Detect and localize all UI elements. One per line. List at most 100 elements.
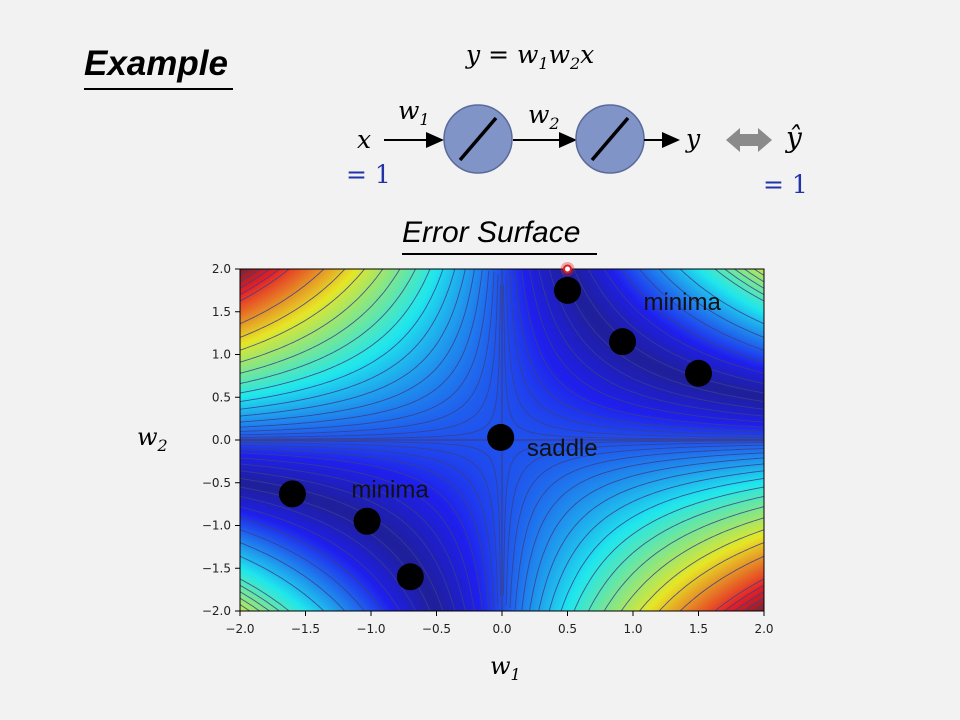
contour-line (240, 269, 366, 351)
contour-line (753, 604, 764, 611)
annotation-label: saddle (527, 435, 598, 462)
contour-line (240, 542, 346, 611)
contour-line (240, 269, 401, 374)
y-tick-label: 1.5 (212, 305, 231, 319)
contour-line (753, 269, 764, 276)
y-tick-label: −0.5 (202, 476, 231, 490)
contour-line (538, 269, 764, 417)
contour-line (240, 270, 483, 428)
contour-line (240, 269, 325, 325)
contour-line (240, 591, 271, 611)
x-axis-label: w1 (490, 652, 521, 684)
contour-line (587, 269, 764, 385)
contour-line (505, 274, 764, 438)
contour-line (714, 269, 764, 302)
contour-line (538, 463, 764, 611)
weight1-label: w1 (398, 96, 430, 129)
contour-line (603, 506, 764, 611)
contour-line (240, 269, 251, 276)
contour-line (240, 604, 251, 611)
x-axis-label-sub: 1 (510, 664, 521, 684)
contour-line (638, 269, 764, 351)
x-tick-label: −0.5 (422, 622, 451, 636)
annotation-label: minima (351, 476, 429, 503)
contour-line (743, 597, 764, 611)
x-tick-label: 2.0 (754, 622, 773, 636)
weight2-base: w (528, 100, 550, 129)
contour-line (240, 269, 475, 423)
y-tick-label: −1.5 (202, 561, 231, 575)
contour-line (658, 542, 764, 611)
contour-line (240, 269, 271, 289)
y-tick-label: −2.0 (202, 604, 231, 618)
critical-point (685, 359, 712, 387)
contour-line (514, 448, 764, 610)
contour-line (240, 584, 281, 611)
contour-line (679, 555, 764, 611)
contour-line (240, 517, 384, 611)
contour-line (240, 495, 417, 611)
contour-line (240, 269, 456, 410)
slide-title-underline (84, 88, 233, 90)
contour-line (529, 457, 764, 611)
x-tick-label: −1.0 (356, 622, 385, 636)
critical-point (487, 423, 515, 451)
contour-line (743, 269, 764, 283)
contour-line (240, 506, 401, 611)
contour-line (603, 269, 764, 374)
cursor-marker (560, 262, 575, 276)
contour-line (240, 271, 495, 436)
contour-line (548, 269, 764, 410)
cursor-marker-dot (563, 264, 572, 274)
contour-line (240, 486, 431, 611)
y-axis-label-base: w (137, 423, 158, 451)
y-axis-label-sub: 2 (157, 435, 168, 455)
contour-line (240, 269, 261, 283)
y-axis-ticks: 2.0 1.5 1.0 0.5 0.0 −0.5 −1.0 −1.5 −2.0 (202, 262, 240, 618)
x-tick-label: 1.0 (623, 622, 642, 636)
contour-line (714, 578, 764, 611)
contour-line (240, 452, 483, 610)
contour-line (240, 442, 499, 606)
contour-line (658, 269, 764, 338)
equation-sub1: 1 (538, 54, 549, 73)
contour-lines (240, 269, 764, 611)
contour-line (560, 478, 764, 611)
contour-line (240, 578, 290, 611)
contour-line (560, 269, 764, 402)
critical-point (396, 563, 424, 591)
contour-line (240, 269, 444, 402)
x-tick-label: −2.0 (225, 622, 254, 636)
contour-line (240, 463, 466, 611)
contour-line (679, 269, 764, 325)
equation-lhs: y = w (466, 40, 539, 69)
input-value: = 1 (346, 160, 391, 189)
critical-point (278, 480, 306, 508)
contour-line (733, 591, 764, 611)
y-tick-label: 1.0 (212, 348, 231, 362)
contour-line (573, 486, 764, 611)
critical-point (609, 328, 637, 356)
x-tick-label: 0.5 (558, 622, 577, 636)
contour-line (587, 495, 764, 611)
contour-line (240, 470, 456, 611)
slide-title: Example (84, 44, 228, 83)
equation: y = w1w2x (466, 40, 594, 73)
contour-line (505, 442, 764, 606)
contour-line (502, 440, 764, 596)
contour-line (521, 270, 764, 428)
x-tick-label: 0.0 (492, 622, 511, 636)
contour-line (723, 269, 764, 296)
equation-rhs: x (580, 40, 595, 69)
node2-linear-icon (590, 116, 630, 162)
contour-line (502, 284, 764, 440)
contour-line (240, 269, 384, 363)
contour-line (723, 584, 764, 611)
annotations: minima saddle minima (351, 289, 721, 503)
surface-title: Error Surface (402, 216, 581, 249)
y-tick-label: 0.5 (212, 390, 231, 404)
contour-line (529, 269, 764, 423)
contour-line (240, 457, 475, 611)
contour-line (240, 269, 346, 338)
output-label: y (686, 124, 701, 153)
